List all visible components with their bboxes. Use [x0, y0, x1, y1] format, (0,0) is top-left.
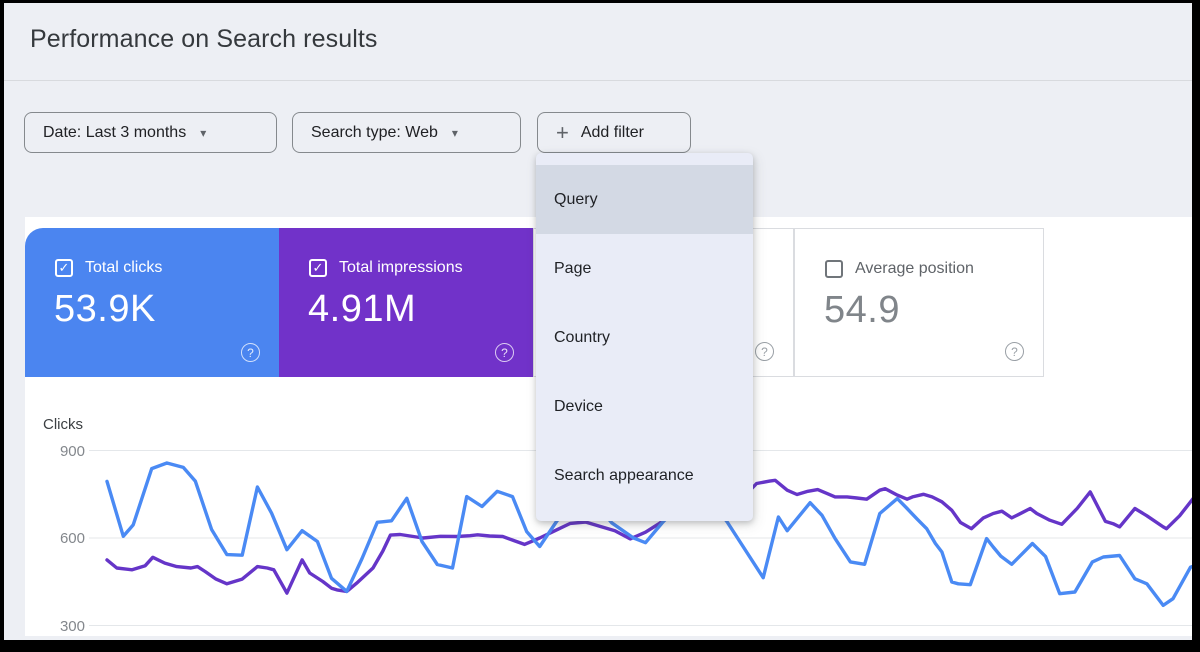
menu-item-search-appearance[interactable]: Search appearance — [554, 467, 694, 484]
metric-card-total-impressions[interactable]: ✓ Total impressions 4.91M ? — [279, 228, 533, 377]
average-position-label: Average position — [855, 260, 974, 277]
screenshot-frame — [1192, 0, 1200, 652]
add-filter-button[interactable]: + Add filter — [537, 112, 691, 153]
help-icon[interactable]: ? — [1005, 342, 1024, 361]
add-filter-label: Add filter — [580, 123, 644, 141]
help-icon[interactable]: ? — [495, 343, 514, 362]
plus-icon: + — [556, 119, 569, 145]
page-title: Performance on Search results — [30, 25, 378, 53]
metric-card-total-clicks[interactable]: ✓ Total clicks 53.9K ? — [25, 228, 279, 377]
y-tick-600: 600 — [59, 530, 85, 547]
chevron-down-icon: ▾ — [200, 125, 207, 140]
total-clicks-checkbox-checked[interactable]: ✓ — [55, 259, 73, 277]
total-clicks-label: Total clicks — [85, 259, 163, 276]
chevron-down-icon: ▾ — [451, 125, 458, 140]
y-tick-900: 900 — [59, 443, 85, 460]
y-tick-300: 300 — [59, 618, 85, 635]
screenshot-frame — [0, 0, 1200, 3]
total-impressions-label: Total impressions — [339, 259, 463, 276]
add-filter-menu: Query Page Country Device Search appeara… — [536, 153, 753, 521]
header-divider — [4, 80, 1192, 81]
average-position-value: 54.9 — [824, 289, 900, 331]
search-type-filter-chip[interactable]: Search type: Web ▾ — [292, 112, 521, 153]
help-icon[interactable]: ? — [241, 343, 260, 362]
total-impressions-value: 4.91M — [308, 288, 417, 330]
date-filter-chip[interactable]: Date: Last 3 months ▾ — [24, 112, 277, 153]
menu-item-country[interactable]: Country — [554, 329, 611, 346]
date-filter-label: Date: Last 3 months — [43, 123, 187, 141]
screenshot-frame — [0, 640, 1200, 652]
menu-item-page[interactable]: Page — [554, 260, 592, 277]
menu-item-device[interactable]: Device — [554, 398, 603, 415]
metric-card-average-position[interactable]: Average position 54.9 ? — [794, 228, 1044, 377]
average-position-checkbox-unchecked[interactable] — [825, 260, 843, 278]
menu-item-query[interactable]: Query — [536, 165, 753, 234]
screenshot-frame — [0, 0, 4, 652]
help-icon[interactable]: ? — [755, 342, 774, 361]
total-clicks-value: 53.9K — [54, 288, 156, 330]
y-axis-title: Clicks — [43, 416, 83, 433]
search-type-filter-label: Search type: Web — [311, 123, 438, 141]
total-impressions-checkbox-checked[interactable]: ✓ — [309, 259, 327, 277]
